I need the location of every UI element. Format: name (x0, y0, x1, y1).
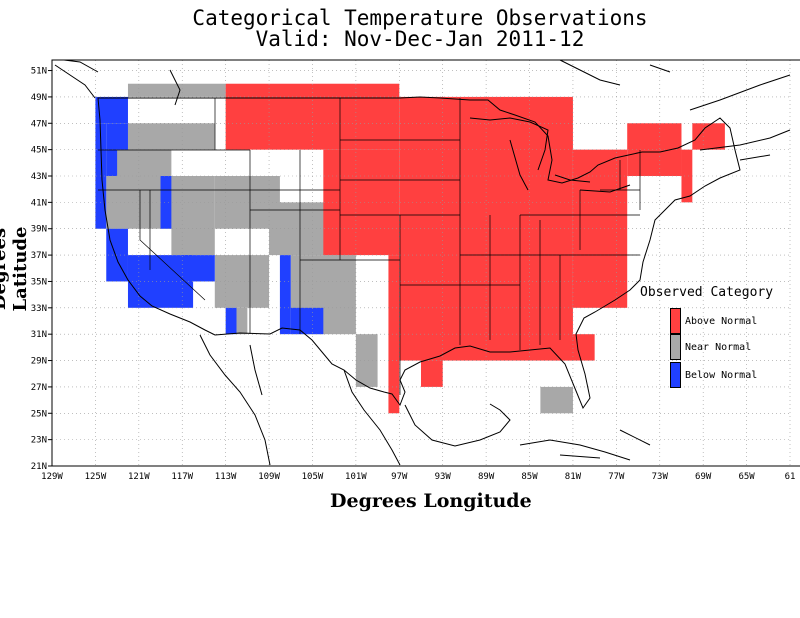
y-tick-label: 23N (31, 436, 47, 446)
y-tick-label: 27N (31, 383, 47, 393)
mexico-coast (199, 334, 511, 466)
x-tick-label: 113W (215, 472, 237, 482)
coastlines (54, 59, 791, 466)
cell-near-normal (355, 334, 378, 387)
cell-below-normal (160, 176, 172, 229)
y-axis-label: Degrees Latitude (0, 226, 31, 312)
legend-item-below: Below Normal (670, 362, 757, 388)
x-tick-label: 117W (171, 472, 193, 482)
cell-above-normal (572, 334, 595, 361)
cell-below-normal (225, 307, 237, 335)
y-tick-label: 29N (31, 357, 47, 367)
y-tick-label: 25N (31, 409, 47, 419)
legend-label-near: Near Normal (685, 341, 752, 353)
x-tick-label: 73W (652, 472, 669, 482)
y-tick-label: 45N (31, 146, 47, 156)
x-tick-label: 125W (85, 472, 107, 482)
y-tick-label: 49N (31, 93, 47, 103)
cell-below-normal (182, 255, 215, 282)
cell-below-normal (279, 255, 291, 335)
us-outline (97, 96, 741, 410)
cell-above-normal (692, 123, 725, 150)
x-tick-label: 69W (695, 472, 712, 482)
y-tick-label: 33N (31, 304, 47, 314)
cell-near-normal (236, 307, 248, 335)
y-tick-label: 41N (31, 198, 47, 208)
cell-above-normal (421, 360, 443, 387)
x-tick-label: 85W (521, 472, 538, 482)
x-tick-label: 65W (738, 472, 755, 482)
florida-keys-and-caribbean (519, 429, 651, 461)
legend-label-above: Above Normal (685, 315, 758, 327)
x-tick-label: 129W (41, 472, 63, 482)
y-tick-label: 37N (31, 251, 47, 261)
x-tick-label: 109W (258, 472, 280, 482)
x-tick-label: 77W (608, 472, 625, 482)
y-tick-label: 31N (31, 330, 47, 340)
cell-above-normal (388, 255, 400, 414)
legend-swatch-near (670, 334, 681, 360)
x-tick-label: 97W (391, 472, 408, 482)
axes-frame (51, 59, 800, 467)
y-tick-label: 39N (31, 225, 47, 235)
cell-above-normal (627, 123, 682, 176)
cell-below-normal (106, 228, 128, 282)
x-tick-label: 93W (435, 472, 452, 482)
y-tick-labels: 51N 49N 47N 45N 43N 41N 39N 37N 35N 33N 31N 29N 27N 2… (31, 67, 47, 472)
state-borders (98, 98, 641, 395)
x-tick-label: 81W (565, 472, 582, 482)
legend-swatch-above (670, 308, 681, 334)
canada-coast (54, 59, 791, 161)
cell-above-normal (681, 149, 693, 203)
y-tick-label: 21N (31, 462, 47, 472)
x-tick-label: 61 (785, 472, 796, 482)
legend-swatch-below (670, 362, 681, 388)
cell-near-normal (127, 83, 226, 97)
cell-near-normal (127, 123, 215, 150)
great-lakes (469, 117, 631, 193)
plot-frame (51, 59, 800, 467)
legend-label-below: Below Normal (685, 369, 758, 381)
cell-below-normal (290, 307, 324, 335)
cell-below-normal (106, 123, 128, 150)
legend-title: Observed Category (640, 285, 774, 300)
x-tick-label: 89W (478, 472, 495, 482)
x-tick-label: 101W (345, 472, 367, 482)
legend-item-above: Above Normal (670, 308, 757, 334)
y-tick-label: 43N (31, 172, 47, 182)
y-tick-label: 51N (31, 67, 47, 77)
y-tick-label: 35N (31, 277, 47, 287)
chart-subtitle: Valid: Nov-Dec-Jan 2011-12 (255, 27, 585, 51)
x-axis-label: Degrees Longitude (330, 490, 532, 512)
cell-above-normal (551, 334, 573, 361)
cell-near-normal (171, 176, 215, 256)
cell-below-normal (106, 149, 118, 176)
legend-item-near: Near Normal (670, 334, 751, 360)
x-tick-label: 121W (128, 472, 150, 482)
x-tick-labels: 129W 125W 121W 117W 113W 109W 105W 101W 97W 93W 89… (41, 472, 795, 482)
cell-below-normal (95, 96, 128, 124)
cell-near-normal (540, 386, 573, 414)
x-tick-label: 105W (302, 472, 324, 482)
category-cells (95, 83, 725, 414)
cell-above-normal (323, 149, 400, 256)
y-tick-label: 47N (31, 119, 47, 129)
chart-title: Categorical Temperature Observations (192, 6, 648, 30)
